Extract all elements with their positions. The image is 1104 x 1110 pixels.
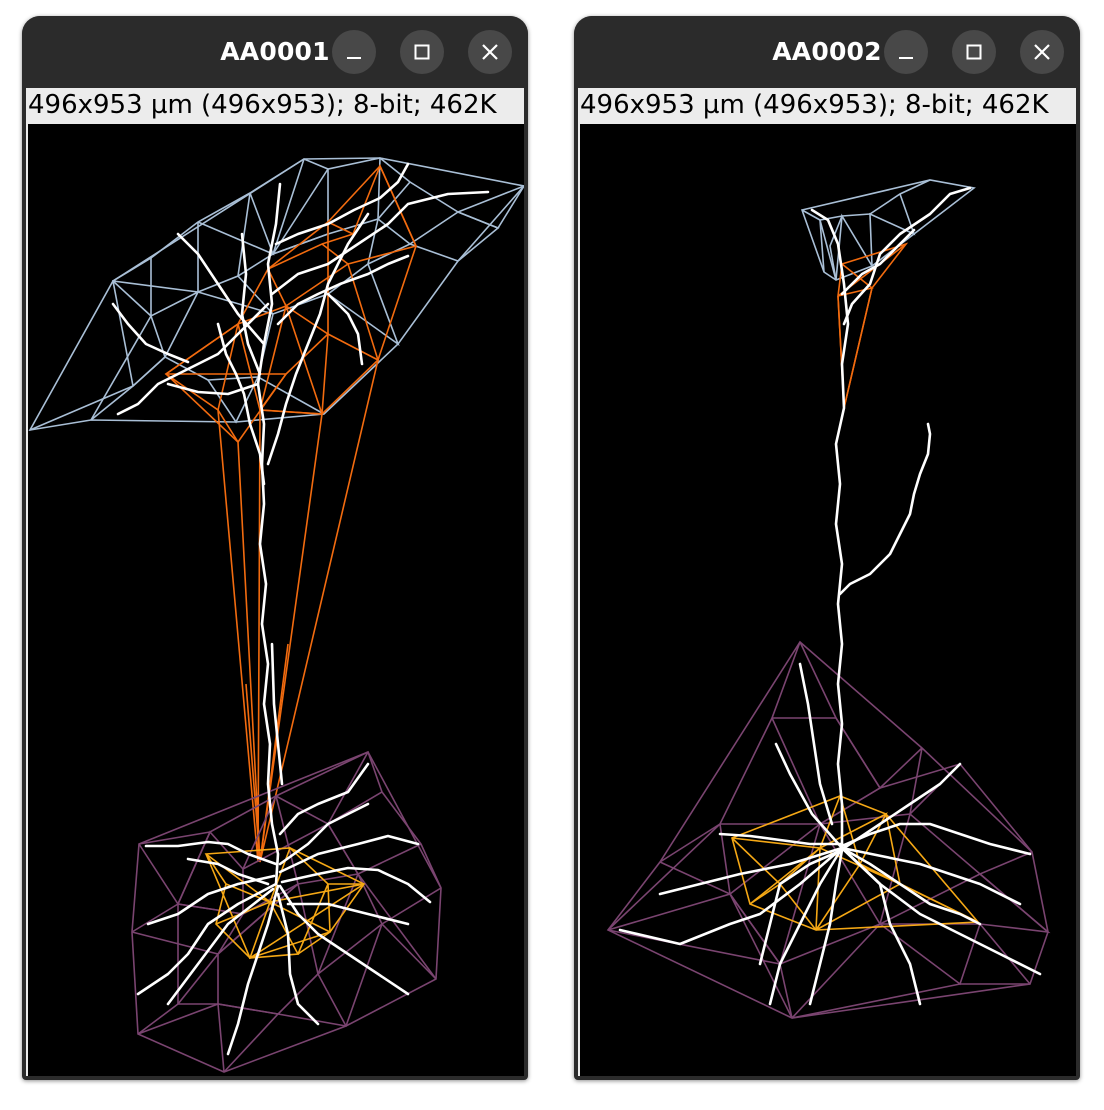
- title-bar[interactable]: AA0002: [574, 16, 1080, 88]
- neuron-image: [28, 157, 524, 1073]
- maximize-button[interactable]: [400, 30, 444, 74]
- minimize-button[interactable]: [884, 30, 928, 74]
- image-canvas[interactable]: [28, 124, 524, 1076]
- image-window-aa0002[interactable]: AA0002 496x953 µm (496x953); 8-bit; 462K: [574, 16, 1080, 1080]
- close-icon: [1034, 44, 1050, 60]
- apical-outer-hull: [28, 157, 524, 432]
- image-window-aa0001[interactable]: AA0001 496x953 µm (496x953); 8-bit; 462K: [22, 16, 528, 1080]
- basal-outer-hull: [131, 750, 442, 1073]
- image-info-bar: 496x953 µm (496x953); 8-bit; 462K: [580, 90, 1049, 120]
- minimize-button[interactable]: [332, 30, 376, 74]
- window-content: 496x953 µm (496x953); 8-bit; 462K: [26, 88, 524, 1076]
- minimize-icon: [347, 57, 361, 59]
- close-button[interactable]: [1020, 30, 1064, 74]
- maximize-icon: [414, 44, 430, 60]
- basal-outer-hull: [606, 640, 1051, 1019]
- basal-inner-hull: [204, 846, 366, 960]
- maximize-button[interactable]: [952, 30, 996, 74]
- close-icon: [482, 44, 498, 60]
- window-content: 496x953 µm (496x953); 8-bit; 462K: [578, 88, 1076, 1076]
- title-bar[interactable]: AA0001: [22, 16, 528, 88]
- minimize-icon: [899, 57, 913, 59]
- neuron-trace: [618, 186, 1042, 1006]
- maximize-icon: [966, 44, 982, 60]
- close-button[interactable]: [468, 30, 512, 74]
- neuron-image: [606, 179, 1051, 1019]
- image-info-bar: 496x953 µm (496x953); 8-bit; 462K: [28, 90, 497, 120]
- image-canvas[interactable]: [580, 124, 1076, 1076]
- window-title: AA0002: [772, 37, 882, 66]
- neuron-trace: [111, 162, 490, 1056]
- apical-inner-hull: [164, 163, 418, 863]
- window-title: AA0001: [220, 37, 330, 66]
